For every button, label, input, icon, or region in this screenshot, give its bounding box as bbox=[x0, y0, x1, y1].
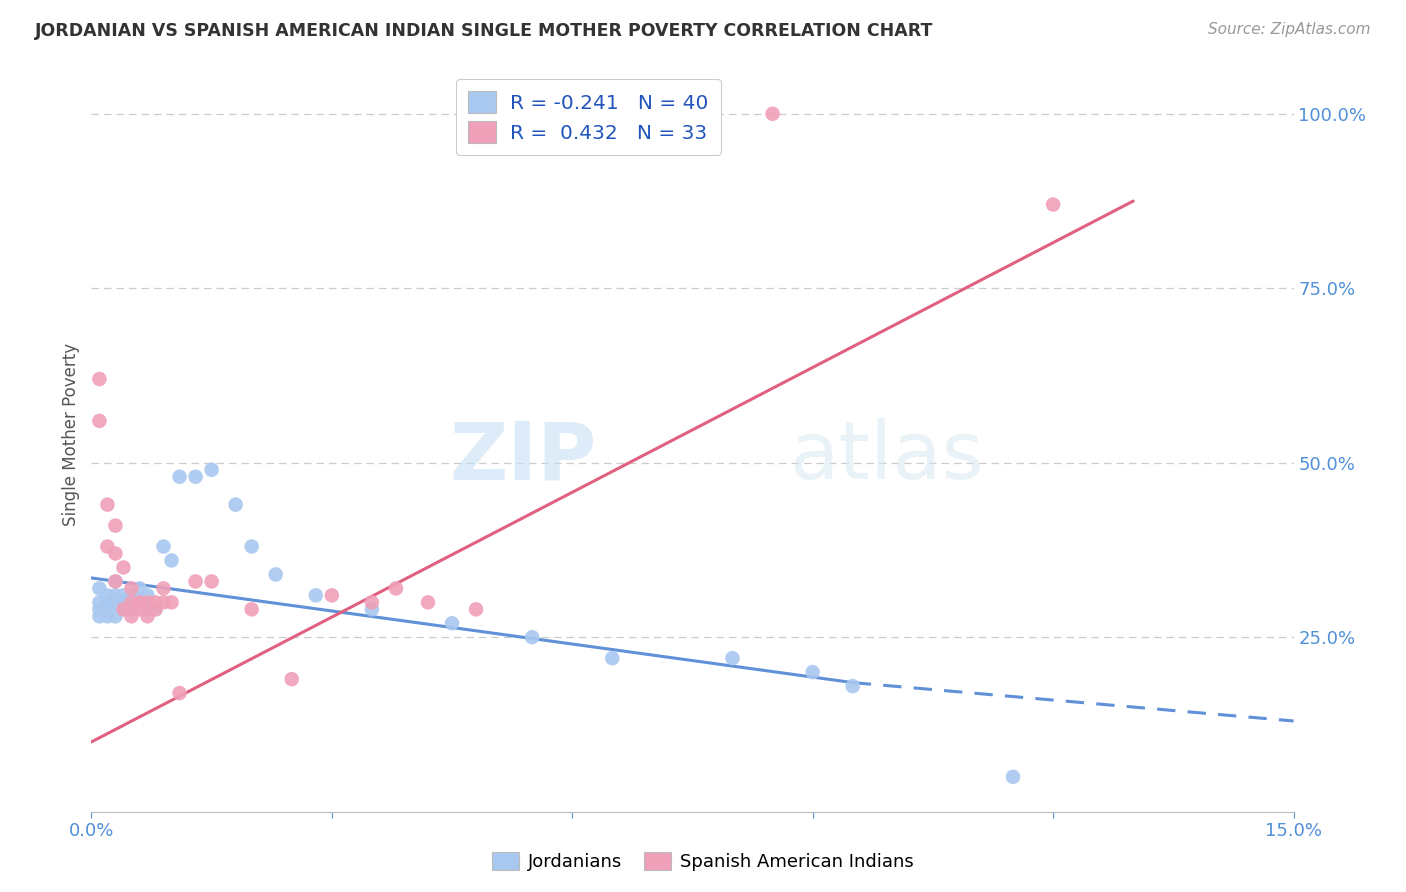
Point bbox=[145, 595, 167, 609]
Point bbox=[360, 595, 382, 609]
Point bbox=[128, 595, 150, 609]
Point bbox=[89, 414, 111, 428]
Point bbox=[121, 602, 143, 616]
Point bbox=[89, 582, 111, 596]
Point bbox=[136, 602, 159, 616]
Point bbox=[89, 372, 111, 386]
Point bbox=[152, 540, 174, 554]
Text: JORDANIAN VS SPANISH AMERICAN INDIAN SINGLE MOTHER POVERTY CORRELATION CHART: JORDANIAN VS SPANISH AMERICAN INDIAN SIN… bbox=[35, 22, 934, 40]
Point bbox=[321, 588, 343, 602]
Point bbox=[440, 616, 463, 631]
Legend: R = -0.241   N = 40, R =  0.432   N = 33: R = -0.241 N = 40, R = 0.432 N = 33 bbox=[456, 79, 721, 155]
Point bbox=[104, 574, 127, 589]
Point bbox=[160, 553, 183, 567]
Point bbox=[112, 588, 135, 602]
Point bbox=[305, 588, 328, 602]
Point bbox=[104, 547, 127, 561]
Point bbox=[104, 588, 127, 602]
Point bbox=[121, 595, 143, 609]
Point bbox=[112, 560, 135, 574]
Point bbox=[841, 679, 863, 693]
Point bbox=[96, 588, 118, 602]
Point bbox=[264, 567, 287, 582]
Point bbox=[145, 602, 167, 616]
Point bbox=[160, 595, 183, 609]
Point bbox=[104, 595, 127, 609]
Point bbox=[416, 595, 439, 609]
Point bbox=[128, 595, 150, 609]
Point bbox=[1042, 197, 1064, 211]
Point bbox=[112, 595, 135, 609]
Point bbox=[762, 107, 785, 121]
Point bbox=[152, 582, 174, 596]
Point bbox=[281, 672, 304, 686]
Y-axis label: Single Mother Poverty: Single Mother Poverty bbox=[62, 343, 80, 526]
Point bbox=[602, 651, 624, 665]
Point bbox=[152, 595, 174, 609]
Point bbox=[201, 463, 224, 477]
Point bbox=[240, 602, 263, 616]
Point bbox=[89, 595, 111, 609]
Point bbox=[184, 469, 207, 483]
Point bbox=[522, 630, 544, 644]
Point bbox=[112, 602, 135, 616]
Point bbox=[104, 518, 127, 533]
Point bbox=[96, 609, 118, 624]
Point bbox=[465, 602, 488, 616]
Text: atlas: atlas bbox=[789, 418, 983, 497]
Point bbox=[360, 602, 382, 616]
Point bbox=[89, 609, 111, 624]
Text: Source: ZipAtlas.com: Source: ZipAtlas.com bbox=[1208, 22, 1371, 37]
Point bbox=[136, 609, 159, 624]
Point bbox=[201, 574, 224, 589]
Point bbox=[96, 595, 118, 609]
Point bbox=[96, 498, 118, 512]
Point bbox=[121, 609, 143, 624]
Point bbox=[89, 602, 111, 616]
Point bbox=[128, 582, 150, 596]
Point bbox=[104, 574, 127, 589]
Point bbox=[128, 602, 150, 616]
Point bbox=[96, 540, 118, 554]
Point bbox=[385, 582, 408, 596]
Point bbox=[136, 588, 159, 602]
Point bbox=[721, 651, 744, 665]
Point bbox=[801, 665, 824, 680]
Legend: Jordanians, Spanish American Indians: Jordanians, Spanish American Indians bbox=[485, 845, 921, 879]
Point bbox=[96, 602, 118, 616]
Point bbox=[184, 574, 207, 589]
Point bbox=[169, 469, 191, 483]
Point bbox=[121, 582, 143, 596]
Point bbox=[112, 602, 135, 616]
Point bbox=[121, 595, 143, 609]
Point bbox=[145, 602, 167, 616]
Point bbox=[169, 686, 191, 700]
Point bbox=[225, 498, 247, 512]
Point bbox=[136, 595, 159, 609]
Point bbox=[240, 540, 263, 554]
Point bbox=[121, 588, 143, 602]
Text: ZIP: ZIP bbox=[449, 418, 596, 497]
Point bbox=[1001, 770, 1024, 784]
Point bbox=[104, 609, 127, 624]
